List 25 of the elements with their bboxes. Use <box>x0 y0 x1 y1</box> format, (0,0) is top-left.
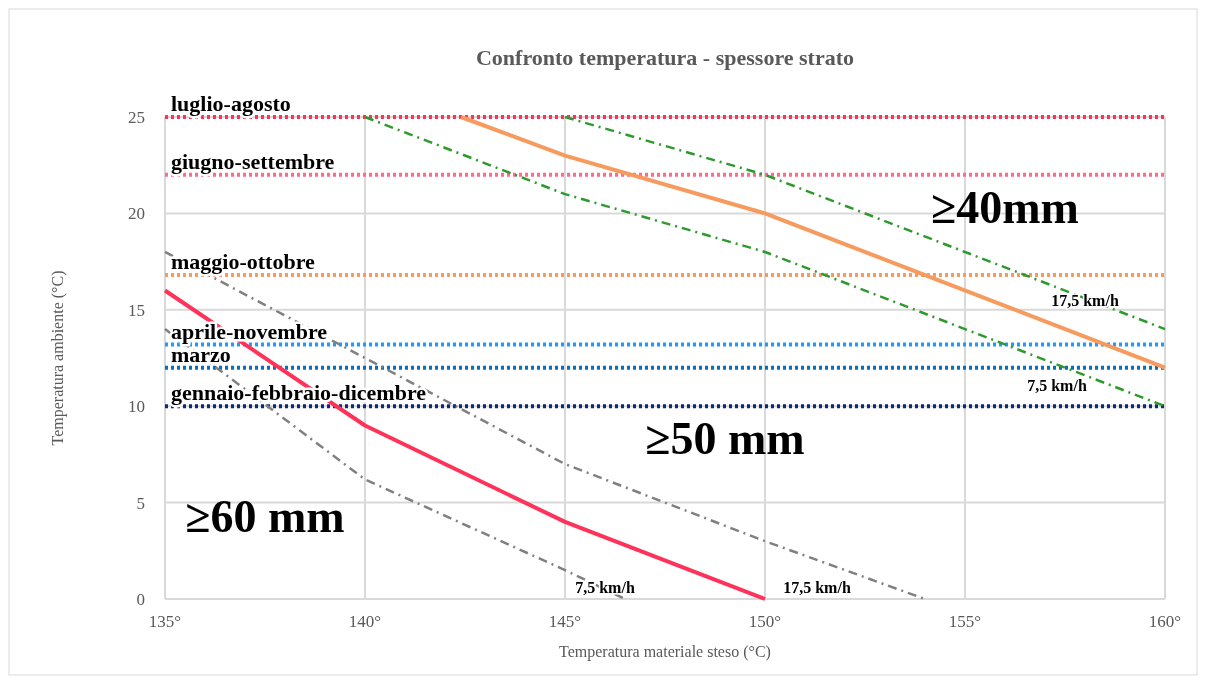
x-axis-title: Temperatura materiale steso (°C) <box>559 643 771 661</box>
annotation: 7,5 km/h <box>1027 376 1087 394</box>
y-tick-label: 15 <box>128 300 145 320</box>
x-tick-label: 140° <box>348 612 382 631</box>
y-tick-label: 5 <box>136 493 145 513</box>
annotation: ≥60 mm <box>185 490 345 542</box>
y-tick-label: 25 <box>128 108 145 127</box>
ref-line-label: giugno-settembre <box>171 148 335 174</box>
ref-line-label: luglio-agosto <box>171 91 291 116</box>
annotation: 7,5 km/h <box>575 579 635 597</box>
x-tick-label: 145° <box>548 612 582 631</box>
annotation: ≥40mm <box>931 182 1079 234</box>
x-tick-label: 160° <box>1148 612 1182 631</box>
annotation: 17,5 km/h <box>1051 291 1119 309</box>
chart-title: Confronto temperatura - spessore strato <box>475 45 855 70</box>
y-tick-label: 20 <box>128 204 145 224</box>
y-tick-label: 0 <box>136 590 145 609</box>
ref-line-label: maggio-ottobre <box>171 249 316 275</box>
x-tick-label: 150° <box>748 612 782 631</box>
annotation: 17,5 km/h <box>783 579 851 597</box>
x-tick-label: 135° <box>148 612 182 631</box>
annotation: ≥50 mm <box>645 413 805 465</box>
y-tick-label: 10 <box>128 397 145 417</box>
x-tick-label: 155° <box>948 612 982 631</box>
y-axis-title: Temperatura ambiente (°C) <box>49 270 67 446</box>
